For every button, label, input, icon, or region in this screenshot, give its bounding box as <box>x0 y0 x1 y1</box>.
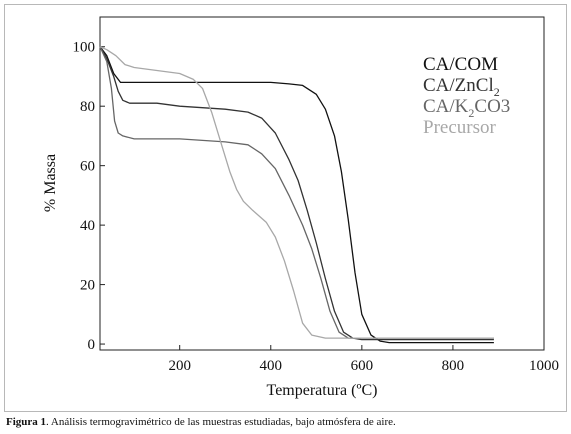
tga-chart: 0 20 40 60 80 100 200 400 600 800 1000 CA/COMCA/Z… <box>42 16 559 399</box>
y-tick-label: 0 <box>88 337 96 353</box>
series-line-ca-com <box>99 46 494 344</box>
figure-caption: Figura 1. Análisis termogravimétrico de … <box>6 416 396 428</box>
y-tick-label: 20 <box>80 278 95 294</box>
x-tick-label: 600 <box>351 358 374 374</box>
y-tick-label: 40 <box>80 218 95 234</box>
x-axis-label: Temperatura (ºC) <box>267 382 378 399</box>
figure-frame: 0 20 40 60 80 100 200 400 600 800 1000 CA/COM CA/Z… <box>4 4 567 412</box>
legend-entry: CA/ZnCl2 <box>423 75 500 99</box>
y-tick-label: 100 <box>73 40 96 56</box>
caption-text: . Análisis termogravimétrico de las mues… <box>46 416 396 428</box>
legend-entry: Precursor <box>423 117 496 138</box>
x-tick-label: 400 <box>260 358 283 374</box>
x-tick-label: 1000 <box>529 358 559 374</box>
series-line-precursor <box>99 46 494 339</box>
x-tick-label: 800 <box>442 358 465 374</box>
y-tick-label: 60 <box>80 159 95 175</box>
legend-entry: CA/COM <box>423 54 498 75</box>
legend-entry: CA/K2CO3 <box>423 96 510 120</box>
caption-label: Figura 1 <box>6 416 47 428</box>
y-tick-label: 80 <box>80 99 95 115</box>
y-axis-label: % Massa <box>42 154 59 212</box>
x-tick-label: 200 <box>168 358 191 374</box>
plot-frame <box>99 16 545 351</box>
